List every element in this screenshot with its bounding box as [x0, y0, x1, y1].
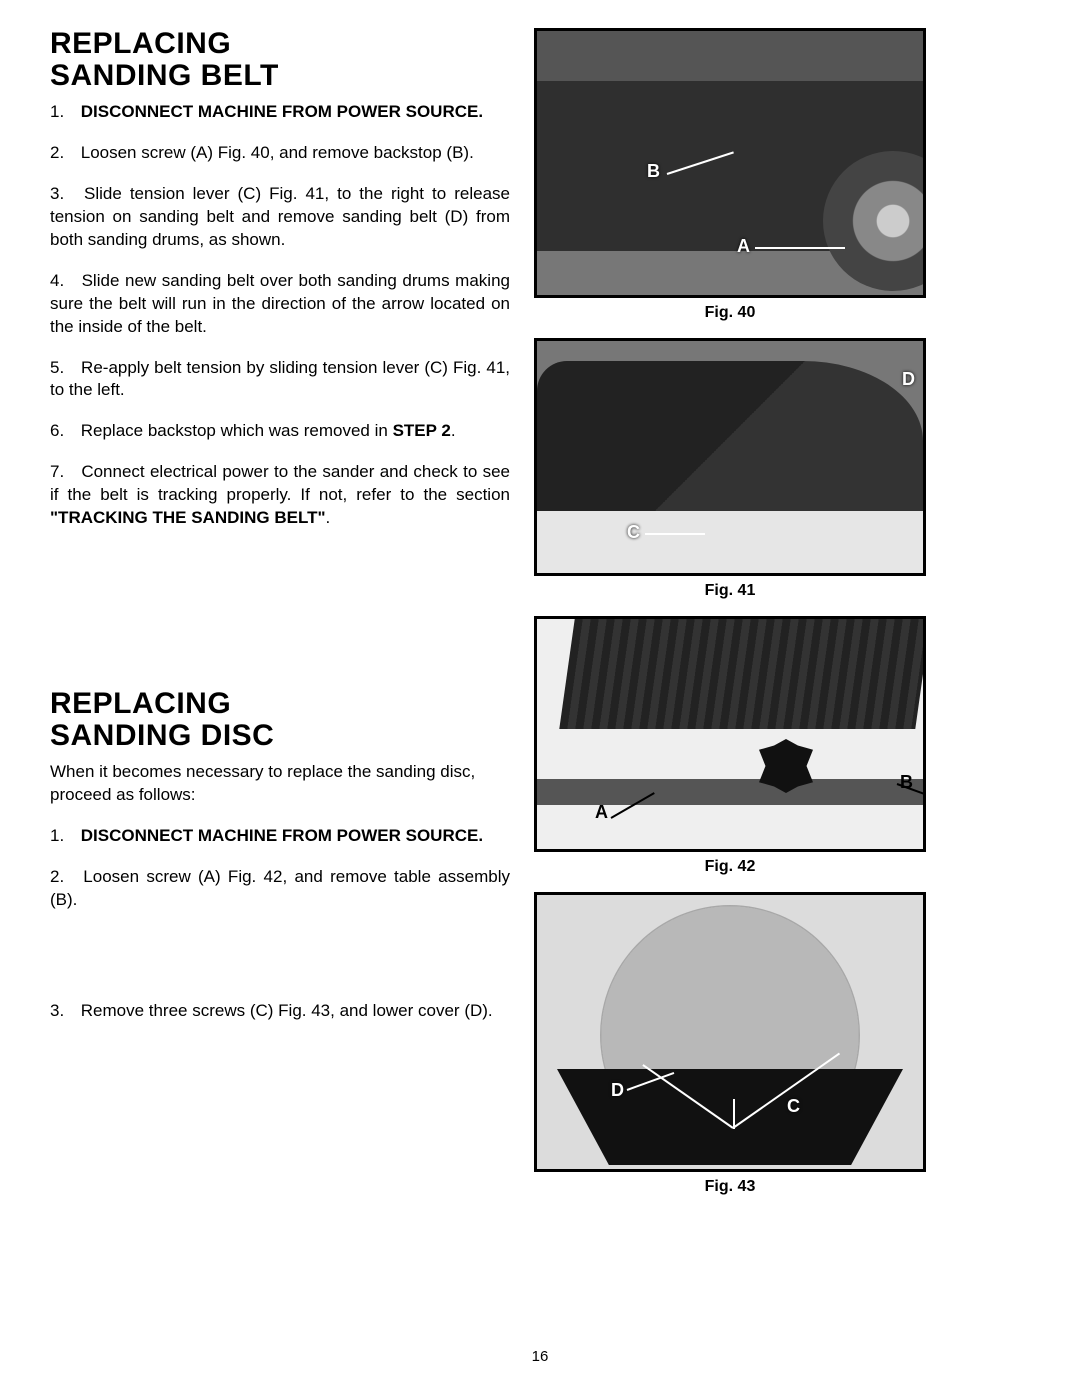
step-number: 6. — [50, 420, 76, 443]
intro-text: When it becomes necessary to replace the… — [50, 762, 475, 804]
belt-step-7: 7. Connect electrical power to the sande… — [50, 461, 510, 530]
step-number: 4. — [50, 270, 76, 293]
leader-line — [645, 533, 705, 535]
step-text-bold: STEP 2 — [393, 421, 451, 440]
callout-c: C — [627, 522, 640, 543]
figure-41: D C Fig. 41 — [534, 338, 926, 600]
step-text: Slide new sanding belt over both sanding… — [50, 271, 510, 336]
figure-42-caption: Fig. 42 — [534, 858, 926, 876]
step-text: Loosen screw (A) Fig. 40, and remove bac… — [81, 143, 474, 162]
step-text-bold: "TRACKING THE SANDING BELT" — [50, 508, 326, 527]
belt-step-5: 5. Re-apply belt tension by sliding tens… — [50, 357, 510, 403]
figure-41-image: D C — [534, 338, 926, 576]
belt-step-6: 6. Replace backstop which was removed in… — [50, 420, 510, 443]
step-number: 2. — [50, 142, 76, 165]
heading-line: REPLACING — [50, 27, 231, 60]
heading-replacing-disc: REPLACING SANDING DISC — [50, 688, 510, 751]
step-text-prefix: Connect electrical power to the sander a… — [50, 462, 510, 504]
page-number: 16 — [50, 1348, 1030, 1365]
step-number: 2. — [50, 866, 76, 889]
callout-a: A — [737, 236, 750, 257]
step-number: 1. — [50, 825, 76, 848]
step-number: 1. — [50, 101, 76, 124]
step-text-suffix: . — [326, 508, 331, 527]
step-text: Re-apply belt tension by sliding tension… — [50, 358, 510, 400]
belt-step-3: 3. Slide tension lever (C) Fig. 41, to t… — [50, 183, 510, 252]
figure-42-image: A B — [534, 616, 926, 852]
step-text-suffix: . — [451, 421, 456, 440]
step-number: 3. — [50, 183, 76, 206]
step-text: Loosen screw (A) Fig. 42, and remove tab… — [50, 867, 510, 909]
callout-d: D — [902, 369, 915, 390]
callout-c: C — [787, 1096, 800, 1117]
step-text: DISCONNECT MACHINE FROM POWER SOURCE. — [81, 102, 483, 121]
callout-b: B — [647, 161, 660, 182]
right-column: B A Fig. 40 D C Fig. 41 A B — [520, 28, 940, 1212]
spacer — [50, 548, 510, 688]
belt-step-1: 1. DISCONNECT MACHINE FROM POWER SOURCE. — [50, 101, 510, 124]
step-number: 3. — [50, 1000, 76, 1023]
callout-d: D — [611, 1080, 624, 1101]
figure-43-image: D C — [534, 892, 926, 1172]
leader-line — [755, 247, 845, 249]
step-number: 5. — [50, 357, 76, 380]
disc-step-2: 2. Loosen screw (A) Fig. 42, and remove … — [50, 866, 510, 912]
heading-line: REPLACING — [50, 687, 231, 720]
step-text-prefix: Replace backstop which was removed in — [81, 421, 393, 440]
figure-43: D C Fig. 43 — [534, 892, 926, 1196]
figure-43-caption: Fig. 43 — [534, 1178, 926, 1196]
figure-40-image: B A — [534, 28, 926, 298]
figure-40: B A Fig. 40 — [534, 28, 926, 322]
belt-step-2: 2. Loosen screw (A) Fig. 40, and remove … — [50, 142, 510, 165]
figure-40-caption: Fig. 40 — [534, 304, 926, 322]
figure-42: A B Fig. 42 — [534, 616, 926, 876]
disc-step-1: 1. DISCONNECT MACHINE FROM POWER SOURCE. — [50, 825, 510, 848]
disc-intro: When it becomes necessary to replace the… — [50, 761, 510, 807]
callout-a: A — [595, 802, 608, 823]
heading-replacing-belt: REPLACING SANDING BELT — [50, 28, 510, 91]
step-text: Slide tension lever (C) Fig. 41, to the … — [50, 184, 510, 249]
figure-41-caption: Fig. 41 — [534, 582, 926, 600]
disc-step-3: 3. Remove three screws (C) Fig. 43, and … — [50, 1000, 510, 1023]
spacer — [50, 930, 510, 1000]
heading-line: SANDING BELT — [50, 59, 279, 92]
step-text: DISCONNECT MACHINE FROM POWER SOURCE. — [81, 826, 483, 845]
belt-step-4: 4. Slide new sanding belt over both sand… — [50, 270, 510, 339]
left-column: REPLACING SANDING BELT 1. DISCONNECT MAC… — [50, 28, 510, 1041]
heading-line: SANDING DISC — [50, 719, 274, 752]
step-number: 7. — [50, 461, 76, 484]
step-text: Remove three screws (C) Fig. 43, and low… — [81, 1001, 493, 1020]
